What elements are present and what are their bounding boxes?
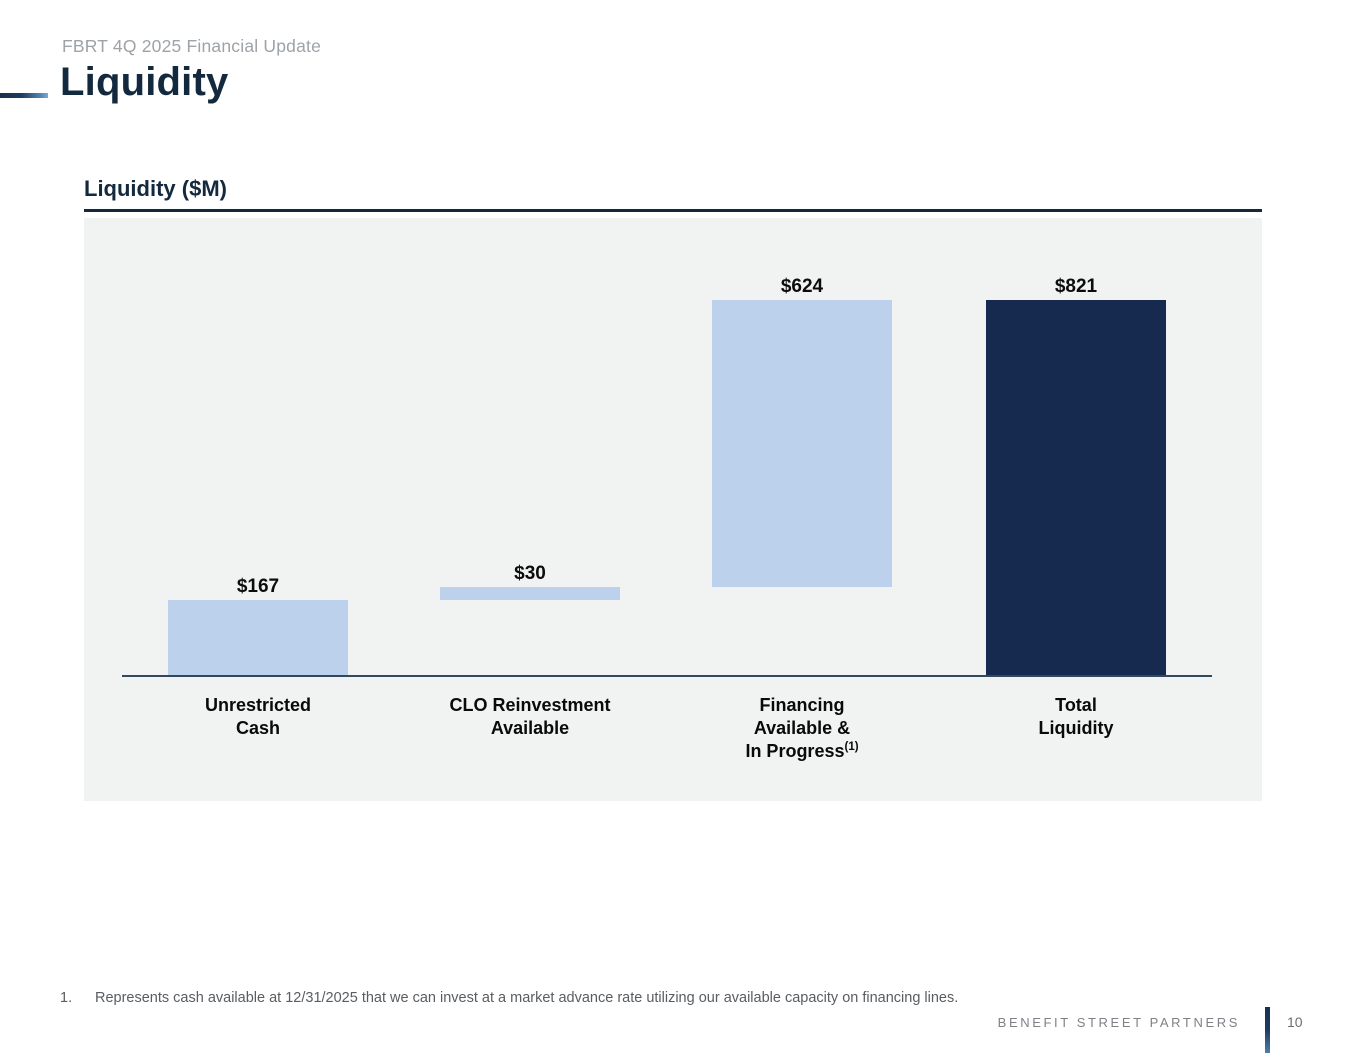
bar-value-label: $167 [236,576,280,598]
footnote-text: Represents cash available at 12/31/2025 … [95,990,959,1006]
footer-divider [1265,1007,1270,1053]
chart-panel: $167 Unrestricted Cash $30 CLO Reinvestment A… [84,218,1262,801]
footnote: 1. Represents cash available at 12/31/20… [60,989,958,1007]
category-label: Total Liquidity [1038,695,1114,738]
chart-title: Liquidity ($M) [84,176,227,201]
bar-segment [440,586,620,601]
bar-value-label: $821 [1054,276,1098,298]
bar-value-label: $624 [780,276,824,298]
footnote-number: 1. [60,990,73,1006]
accent-dash [0,93,48,98]
bar-value-label: $30 [514,562,546,584]
chart-header: Liquidity ($M) [84,176,1262,212]
bar-segment [712,300,892,587]
bar-segment [168,600,348,677]
category-label: Financing Available & In Progress(1) [745,695,859,761]
bar-segment [986,300,1166,677]
footer-brand: BENEFIT STREET PARTNERS [997,1015,1240,1030]
category-label: CLO Reinvestment Available [449,695,611,738]
page-title: Liquidity [60,60,229,104]
footnote-reference: (1) [844,741,859,753]
x-axis-baseline [122,675,1212,677]
category-label: Unrestricted Cash [204,695,312,738]
footer-page-number: 10 [1287,1014,1303,1030]
plot-area: $167 Unrestricted Cash $30 CLO Reinvestment A… [84,218,1262,801]
report-eyebrow: FBRT 4Q 2025 Financial Update [62,36,322,56]
